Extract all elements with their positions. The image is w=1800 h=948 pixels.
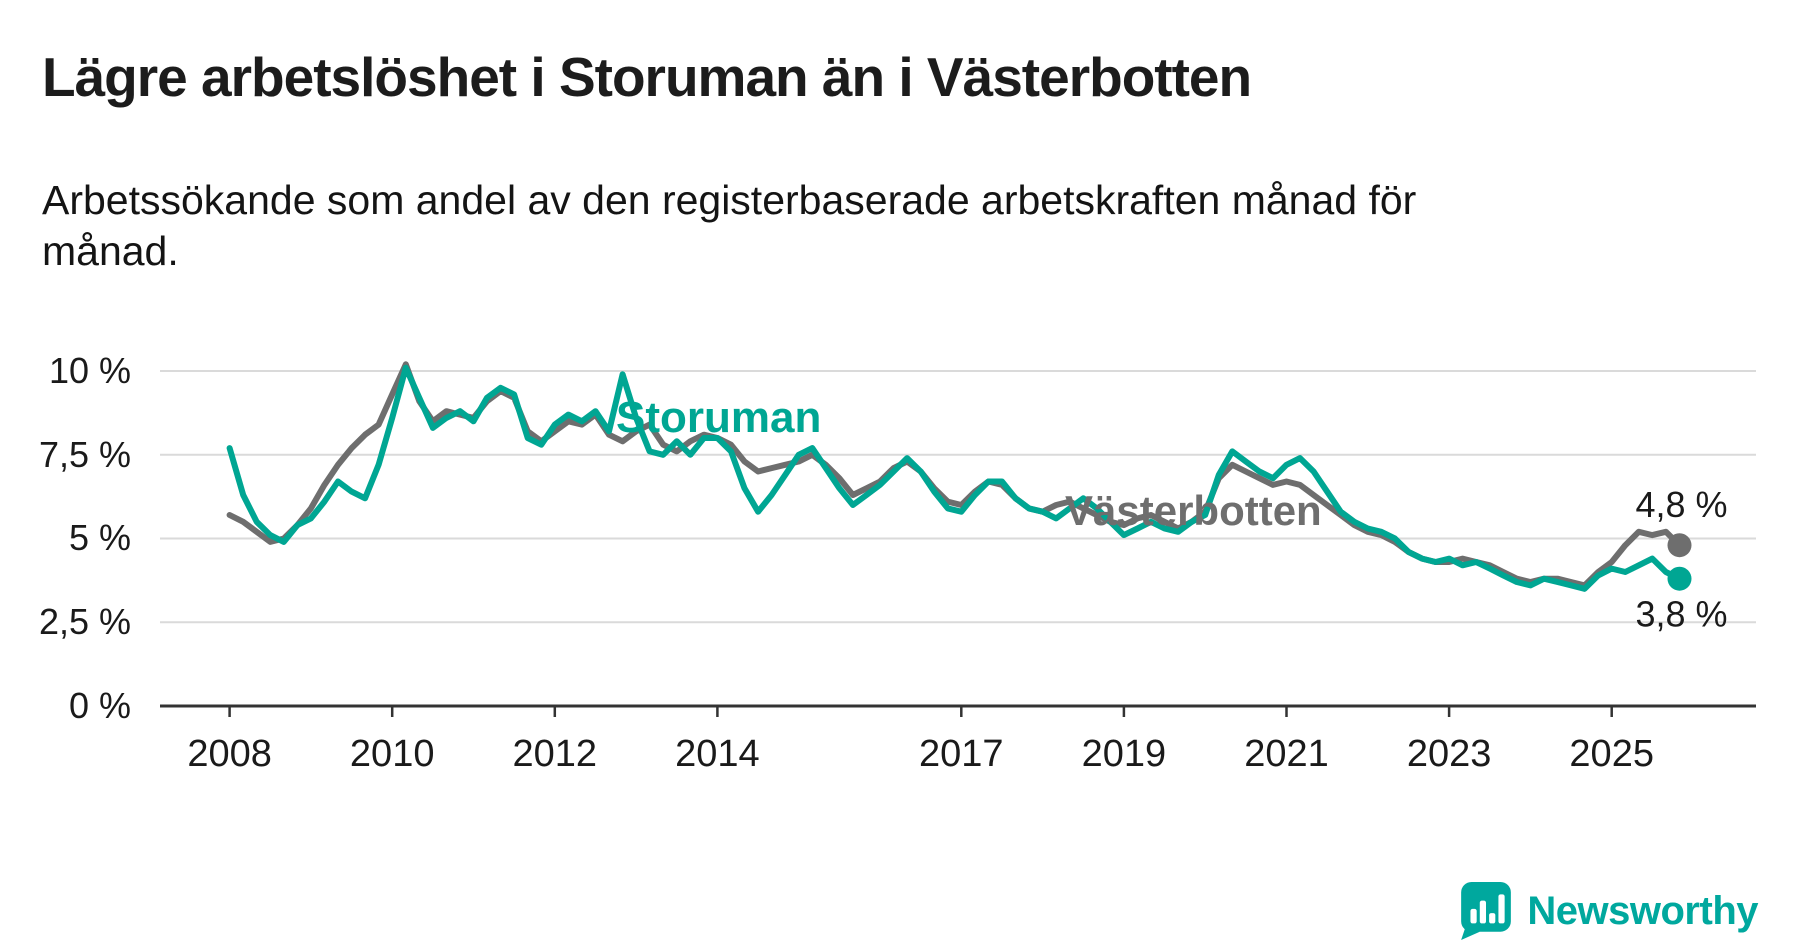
brand-wordmark: Newsworthy <box>1527 888 1758 933</box>
gridlines <box>160 370 1756 708</box>
y-axis-label: 5 % <box>69 517 131 558</box>
vasterbotten-end-label: 4,8 % <box>1635 484 1727 525</box>
page-title: Lägre arbetslöshet i Storuman än i Väste… <box>42 45 1252 108</box>
x-axis-ticks <box>228 706 1613 717</box>
y-axis-label: 10 % <box>49 350 131 391</box>
chart-subtitle: Arbetssökande som andel av den registerb… <box>42 177 1417 274</box>
y-axis-label: 0 % <box>69 685 131 726</box>
x-axis-label: 2023 <box>1407 733 1492 775</box>
vasterbotten-series-label: Västerbotten <box>1065 487 1322 534</box>
storuman-end-dot <box>1667 566 1692 591</box>
x-axis-label: 2010 <box>350 733 435 775</box>
x-axis-label: 2014 <box>675 733 760 775</box>
vasterbotten-line <box>226 361 1683 589</box>
x-axis-label: 2019 <box>1082 733 1167 775</box>
branding: Newsworthy <box>1459 882 1758 940</box>
vasterbotten-end-dot <box>1667 533 1692 558</box>
x-axis-labels: 2008 2010 2012 2014 2017 2019 2021 2023 … <box>187 733 1654 775</box>
y-axis-label: 2,5 % <box>39 601 131 642</box>
storuman-line <box>226 364 1683 592</box>
x-axis-label: 2025 <box>1569 733 1654 775</box>
storuman-series-label: Storuman <box>616 393 821 442</box>
x-axis-label: 2012 <box>513 733 598 775</box>
x-axis-label: 2008 <box>187 733 272 775</box>
x-axis-label: 2021 <box>1244 733 1329 775</box>
x-axis-label: 2017 <box>919 733 1004 775</box>
storuman-end-label: 3,8 % <box>1635 594 1727 635</box>
y-axis-label: 7,5 % <box>39 434 131 475</box>
newsworthy-logo-icon <box>1461 882 1512 940</box>
y-axis-labels: 10 % 7,5 % 5 % 2,5 % 0 % <box>39 350 131 726</box>
